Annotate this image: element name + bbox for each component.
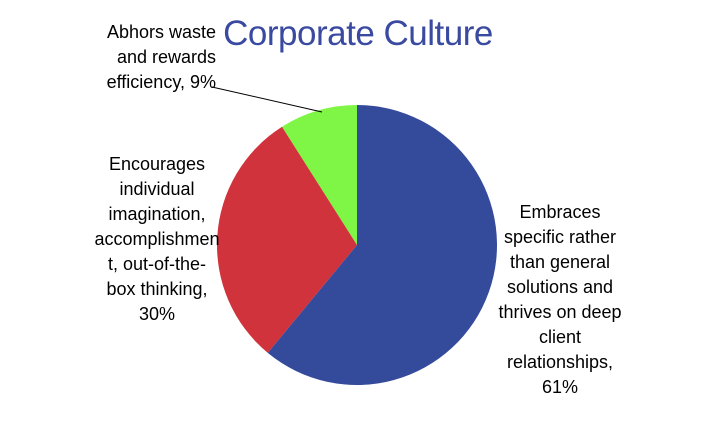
- slice-label: Embraces specific rather than general so…: [498, 202, 622, 397]
- leader-line: [211, 86, 323, 113]
- slice-label: Abhors waste and rewards efficiency, 9%: [106, 22, 216, 92]
- pie-slice: [281, 105, 357, 245]
- slice-label: Encourages individual imagination, accom…: [94, 154, 220, 324]
- pie-slice: [217, 126, 357, 353]
- chart-title: Corporate Culture: [223, 14, 493, 53]
- pie-slice: [267, 105, 497, 385]
